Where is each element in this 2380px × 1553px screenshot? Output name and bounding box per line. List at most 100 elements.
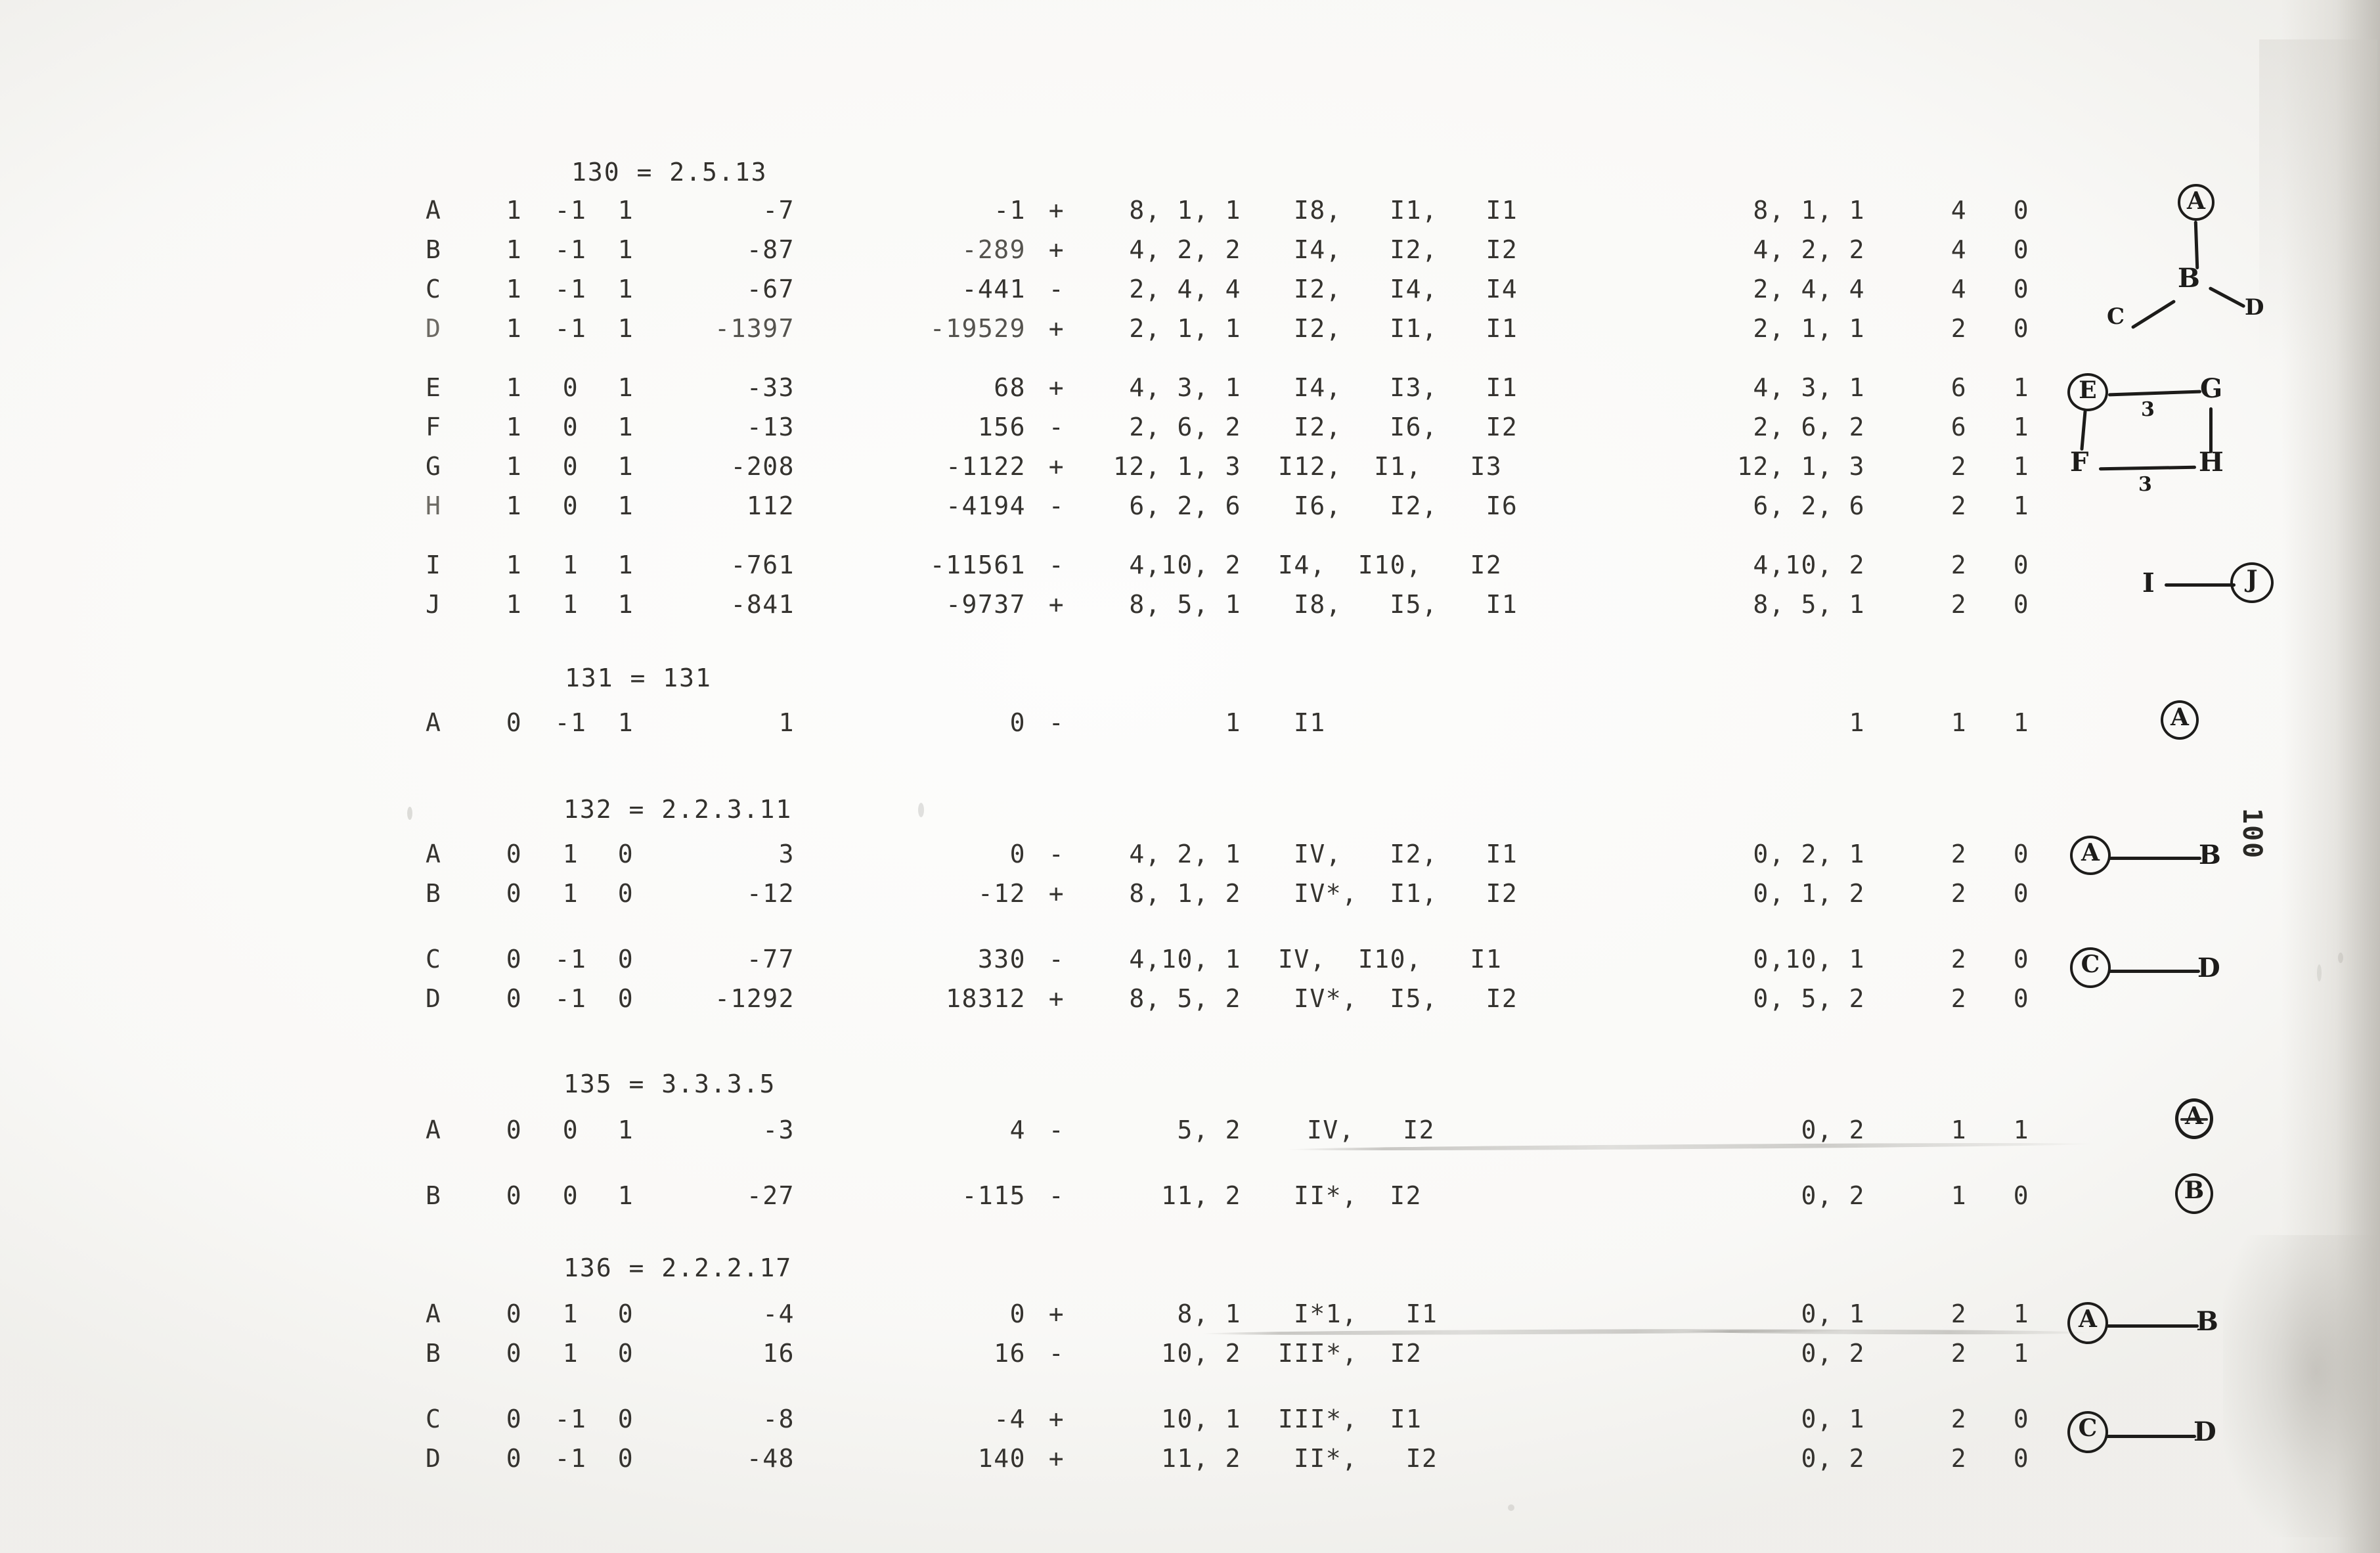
row-number-2: 0 <box>1009 840 1026 868</box>
row-k1: 4 <box>1950 235 1968 264</box>
node-a-circled: A <box>2175 1098 2213 1139</box>
row-k1: 2 <box>1950 1405 1968 1433</box>
row-k1: 2 <box>1950 879 1968 908</box>
row-number-2: 140 <box>977 1444 1026 1473</box>
row-triple-2: 4,10, 2 <box>1753 551 1865 579</box>
scan-speck <box>407 807 412 820</box>
row-roman-class: I2, I4, I4 <box>1294 275 1518 304</box>
row-roman-class: I12, I1, I3 <box>1278 452 1503 481</box>
node-a-label: A <box>2187 187 2205 215</box>
node-h-label: H <box>2199 447 2224 478</box>
row-number-2: -1122 <box>946 452 1026 481</box>
row-triple-2: 0, 2 <box>1801 1444 1865 1473</box>
table-row: F 1 0 1 -13 156 - 2, 6, 2 I2, I6, I2 2, … <box>0 413 2029 448</box>
row-triple-2: 2, 4, 4 <box>1753 275 1865 304</box>
row-vector-3: 1 <box>617 590 634 619</box>
row-k2: 0 <box>2013 196 2030 225</box>
node-b-label: B <box>2178 263 2200 294</box>
row-vector-1: 1 <box>506 235 523 264</box>
row-number-1: -77 <box>746 945 795 974</box>
row-label: D <box>426 314 442 343</box>
row-number-1: 1 <box>778 708 795 737</box>
table-row: B 0 1 0 16 16 - 10, 2 III*, I2 0, 2 2 1 <box>0 1339 2029 1374</box>
node-a-label: A <box>2081 839 2100 867</box>
diagram-136-ab: A B <box>2067 1302 2251 1355</box>
node-a-circled: A <box>2067 1302 2108 1344</box>
table-row: J 1 1 1 -841 -9737 + 8, 5, 1 I8, I5, I1 … <box>0 590 2029 625</box>
row-roman-class: I8, I5, I1 <box>1294 590 1518 619</box>
row-number-1: -67 <box>746 275 795 304</box>
diagram-130-abcd: A B C D <box>2107 184 2351 335</box>
diagram-136-cd: C D <box>2067 1411 2251 1464</box>
row-triple-2: 0, 1 <box>1801 1299 1865 1328</box>
table-row: I 1 1 1 -761 -11561 - 4,10, 2 I4, I10, I… <box>0 551 2029 586</box>
node-c-label: C <box>2078 1414 2098 1442</box>
row-number-2: -4 <box>994 1405 1026 1433</box>
node-a-circled: A <box>2070 836 2111 875</box>
row-triple-2: 2, 1, 1 <box>1753 314 1865 343</box>
node-a-label: A <box>2079 1305 2097 1333</box>
row-number-1: -87 <box>746 235 795 264</box>
edge-a-b <box>2193 220 2199 270</box>
row-number-2: 0 <box>1009 1299 1026 1328</box>
row-k1: 2 <box>1950 491 1968 520</box>
row-vector-1: 1 <box>506 413 523 441</box>
row-triple: 2, 4, 4 <box>1129 275 1241 304</box>
row-triple-2: 8, 5, 1 <box>1753 590 1865 619</box>
edge-f-h <box>2098 465 2197 471</box>
row-triple: 1 <box>1225 708 1241 737</box>
row-vector-2: -1 <box>554 984 587 1013</box>
row-triple: 8, 5, 2 <box>1129 984 1241 1013</box>
table-row: A 0 -1 1 1 0 - 1 I1 1 1 1 <box>0 708 2029 744</box>
table-row: E 1 0 1 -33 68 + 4, 3, 1 I4, I3, I1 4, 3… <box>0 373 2029 409</box>
row-k2: 0 <box>2013 235 2030 264</box>
block-heading: 132 = 2.2.3.11 <box>563 795 793 824</box>
row-roman-class: I1 <box>1294 708 1326 737</box>
row-triple: 8, 1, 2 <box>1129 879 1241 908</box>
row-vector-2: 1 <box>562 590 579 619</box>
row-k1: 2 <box>1950 1444 1968 1473</box>
row-number-1: 3 <box>778 840 795 868</box>
row-vector-1: 1 <box>506 452 523 481</box>
row-vector-1: 1 <box>506 275 523 304</box>
row-k2: 0 <box>2013 984 2030 1013</box>
row-k1: 4 <box>1950 275 1968 304</box>
row-number-2: 4 <box>1009 1115 1026 1144</box>
row-k2: 0 <box>2013 945 2030 974</box>
table-row: C 0 -1 0 -8 -4 + 10, 1 III*, I1 0, 1 2 0 <box>0 1405 2029 1440</box>
row-triple-2: 6, 2, 6 <box>1753 491 1865 520</box>
row-k2: 0 <box>2013 879 2030 908</box>
row-vector-2: -1 <box>554 275 587 304</box>
edge-e-g <box>2107 390 2202 397</box>
diagram-130-ij: I J <box>2142 558 2313 618</box>
row-triple-2: 0, 5, 2 <box>1753 984 1865 1013</box>
row-vector-2: -1 <box>554 708 587 737</box>
row-number-2: 16 <box>994 1339 1026 1368</box>
scan-smudge-bottom-right <box>2223 1235 2377 1537</box>
node-d-label: D <box>2193 1416 2216 1447</box>
row-vector-3: 1 <box>617 551 634 579</box>
diagram-135-b: B <box>2175 1173 2247 1226</box>
scan-speck <box>1508 1504 1514 1511</box>
table-row: C 0 -1 0 -77 330 - 4,10, 1 IV, I10, I1 0… <box>0 945 2029 980</box>
row-number-2: -19529 <box>929 314 1026 343</box>
row-vector-2: -1 <box>554 314 587 343</box>
row-sign: + <box>1048 235 1065 264</box>
row-vector-3: 0 <box>617 984 634 1013</box>
node-c-label: C <box>2107 304 2125 330</box>
row-vector-2: 1 <box>562 840 579 868</box>
row-triple: 11, 2 <box>1161 1181 1241 1210</box>
row-k2: 1 <box>2013 1299 2030 1328</box>
row-triple: 2, 1, 1 <box>1129 314 1241 343</box>
row-vector-3: 1 <box>617 373 634 402</box>
row-triple-2: 4, 3, 1 <box>1753 373 1865 402</box>
row-vector-3: 0 <box>617 1405 634 1433</box>
scan-speck <box>2317 964 2322 981</box>
edge-b-c <box>2130 299 2176 330</box>
table-row: A 1 -1 1 -7 -1 + 8, 1, 1 I8, I1, I1 8, 1… <box>0 196 2029 231</box>
row-k1: 1 <box>1950 1115 1968 1144</box>
row-number-2: 68 <box>994 373 1026 402</box>
row-triple: 10, 1 <box>1161 1405 1241 1433</box>
table-row: B 0 1 0 -12 -12 + 8, 1, 2 IV*, I1, I2 0,… <box>0 879 2029 914</box>
row-sign: - <box>1048 413 1065 441</box>
